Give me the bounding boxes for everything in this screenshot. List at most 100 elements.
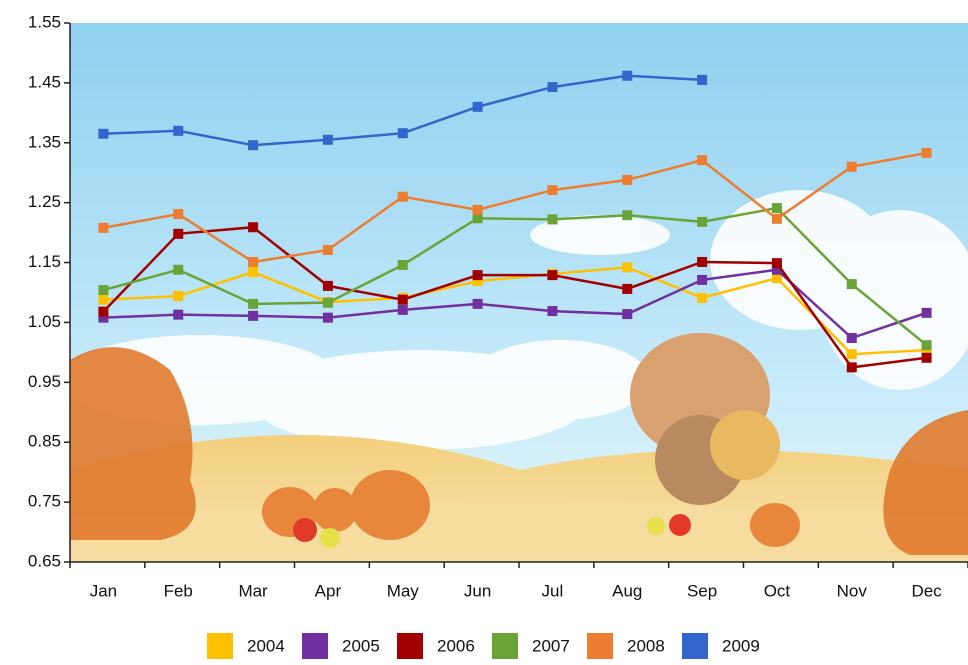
y-tick-label: 1.35 (28, 132, 61, 151)
x-tick-label: Mar (238, 581, 268, 600)
marker (98, 222, 109, 233)
marker (771, 258, 782, 269)
y-tick-label: 1.05 (28, 312, 61, 331)
marker (846, 333, 857, 344)
marker (771, 273, 782, 284)
marker (771, 264, 782, 275)
y-tick-label: 1.25 (28, 192, 61, 211)
marker (547, 306, 558, 317)
y-tick-label: 1.15 (28, 252, 61, 271)
legend-swatch (397, 633, 423, 659)
marker (472, 213, 483, 224)
legend-label: 2007 (532, 636, 570, 655)
x-tick-label: Apr (315, 581, 342, 600)
marker (622, 210, 633, 221)
marker (697, 274, 708, 285)
x-tick-label: Jan (90, 581, 117, 600)
marker (397, 294, 408, 305)
marker (547, 214, 558, 225)
marker (248, 267, 259, 278)
marker (472, 204, 483, 215)
marker (397, 128, 408, 139)
marker (846, 279, 857, 290)
legend-swatch (207, 633, 233, 659)
marker (771, 203, 782, 214)
marker (697, 74, 708, 85)
marker (248, 256, 259, 267)
series-line (103, 266, 927, 356)
marker (322, 312, 333, 323)
marker (472, 101, 483, 112)
y-tick-label: 1.55 (28, 12, 61, 31)
background (60, 23, 968, 562)
marker (622, 309, 633, 320)
marker (846, 362, 857, 373)
legend-label: 2004 (247, 636, 285, 655)
legend-swatch (492, 633, 518, 659)
series-line (103, 151, 927, 264)
marker (921, 352, 932, 363)
marker (697, 216, 708, 227)
x-tick-label: Oct (764, 581, 791, 600)
marker (322, 244, 333, 255)
marker (98, 312, 109, 323)
marker (697, 256, 708, 267)
marker (472, 276, 483, 287)
marker (397, 191, 408, 202)
marker (322, 280, 333, 291)
series-line (103, 206, 928, 347)
x-tick-label: Dec (911, 581, 942, 600)
x-tick-label: Jul (542, 581, 564, 600)
x-tick-label: Nov (837, 581, 868, 600)
marker (921, 307, 932, 318)
marker (846, 349, 857, 360)
marker (248, 310, 259, 321)
x-tick-label: Sep (687, 581, 717, 600)
marker (622, 174, 633, 185)
marker (173, 209, 184, 220)
marker (322, 134, 333, 145)
legend-label: 2008 (627, 636, 665, 655)
legend-label: 2006 (437, 636, 475, 655)
y-tick-label: 0.65 (28, 551, 61, 570)
marker (173, 309, 184, 320)
marker (173, 264, 184, 275)
x-tick-label: Feb (164, 581, 193, 600)
legend-swatch (302, 633, 328, 659)
marker (771, 213, 782, 224)
marker (248, 140, 259, 151)
y-tick-label: 0.85 (28, 432, 61, 451)
marker (397, 259, 408, 270)
series-line (102, 225, 927, 369)
legend-label: 2009 (722, 636, 760, 655)
marker (622, 70, 633, 81)
marker (622, 283, 633, 294)
marker (547, 185, 558, 196)
marker (98, 128, 109, 139)
marker (98, 306, 109, 317)
marker (547, 82, 558, 93)
legend-swatch (682, 633, 708, 659)
marker (622, 262, 633, 273)
marker (173, 291, 184, 302)
marker (98, 285, 109, 296)
marker (248, 298, 259, 309)
marker (547, 270, 558, 281)
y-tick-label: 0.95 (28, 372, 61, 391)
marker (173, 125, 184, 136)
marker (846, 161, 857, 172)
marker (322, 297, 333, 308)
marker (921, 340, 932, 351)
marker (98, 294, 109, 305)
legend-label: 2005 (342, 636, 380, 655)
x-tick-label: May (387, 581, 420, 600)
marker (472, 270, 483, 281)
marker (697, 155, 708, 166)
marker (397, 304, 408, 315)
marker (173, 228, 184, 239)
marker (697, 292, 708, 303)
y-tick-label: 0.75 (28, 492, 61, 511)
x-tick-label: Jun (464, 581, 491, 600)
y-tick-label: 1.45 (28, 72, 61, 91)
